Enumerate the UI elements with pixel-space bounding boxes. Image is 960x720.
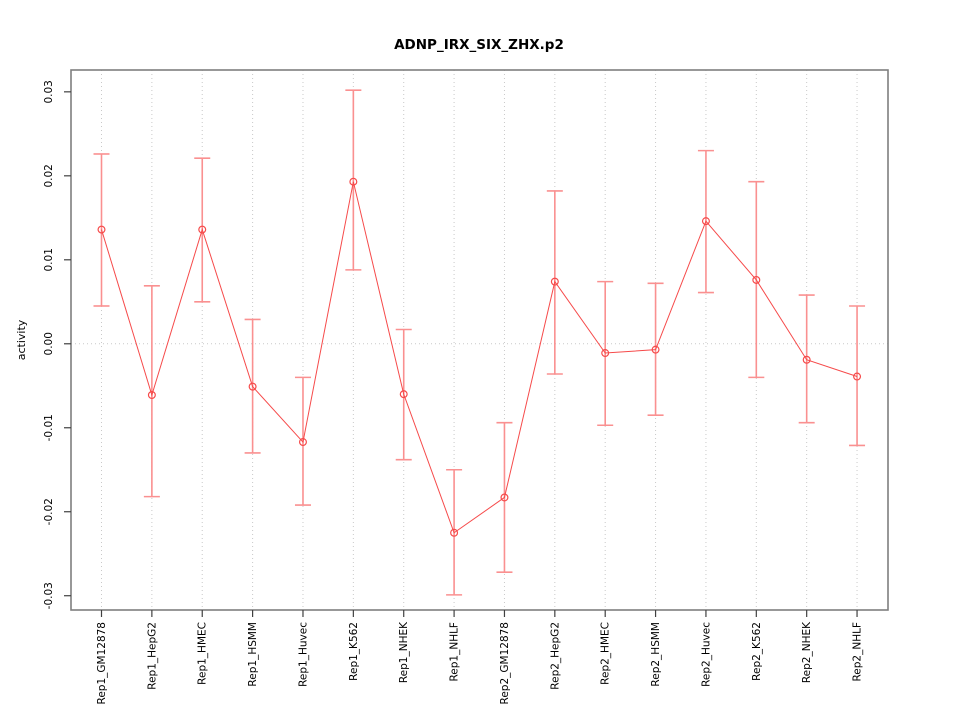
data-point [97, 225, 106, 234]
series-line [101, 181, 858, 534]
x-category-label: Rep2_HSMM [650, 622, 662, 687]
y-tick-label: -0.01 [43, 414, 55, 441]
chart-title: ADNP_IRX_SIX_ZHX.p2 [394, 37, 564, 53]
x-category-label: Rep2_GM12878 [499, 622, 511, 704]
data-point [248, 382, 257, 391]
plot-border [70, 69, 889, 611]
data-point [853, 372, 862, 381]
x-category-label: Rep1_NHLF [449, 622, 461, 682]
y-tick-label: -0.03 [43, 582, 55, 609]
data-point [450, 528, 459, 537]
x-category-label: Rep1_Huvec [297, 622, 309, 687]
y-tick-label: 0.01 [43, 248, 55, 271]
y-tick-label: 0.00 [43, 332, 55, 355]
data-point [601, 349, 610, 358]
x-category-label: Rep2_NHEK [801, 621, 813, 683]
data-point [399, 390, 408, 399]
data-point [701, 217, 710, 226]
axis-layer: 0.03 0.02 0.01 0.00 -0.01 -0.02 -0.03 Rep1_GM12… [43, 69, 889, 704]
x-category-label: Rep1_HepG2 [146, 622, 158, 690]
data-point [802, 355, 811, 364]
x-category-label: Rep1_NHEK [398, 621, 410, 683]
x-category-label: Rep1_HMEC [197, 622, 209, 685]
x-category-label: Rep2_HMEC [600, 622, 612, 685]
data-point [198, 225, 207, 234]
data-point [147, 391, 156, 400]
x-category-label: Rep1_HSMM [247, 622, 259, 687]
data-point [298, 438, 307, 447]
series-line-layer [101, 181, 858, 534]
y-tick-label: 0.03 [43, 80, 55, 103]
y-axis-label: activity [15, 319, 28, 360]
x-category-label: Rep1_K562 [348, 622, 360, 681]
x-category-label: Rep2_Huvec [700, 622, 712, 687]
data-point [349, 177, 358, 186]
y-tick-label: -0.02 [43, 498, 55, 525]
data-point [500, 493, 509, 502]
data-point [550, 277, 559, 286]
y-tick-label: 0.02 [43, 164, 55, 187]
grid-layer [71, 70, 888, 610]
x-category-label: Rep2_K562 [751, 622, 763, 681]
data-point [752, 275, 761, 284]
x-category-label: Rep1_GM12878 [96, 622, 108, 704]
error-bar-layer [93, 89, 866, 596]
x-category-label: Rep2_NHLF [852, 622, 864, 682]
x-category-label: Rep2_HepG2 [549, 622, 561, 690]
data-point-layer [97, 177, 862, 537]
data-point [651, 345, 660, 354]
